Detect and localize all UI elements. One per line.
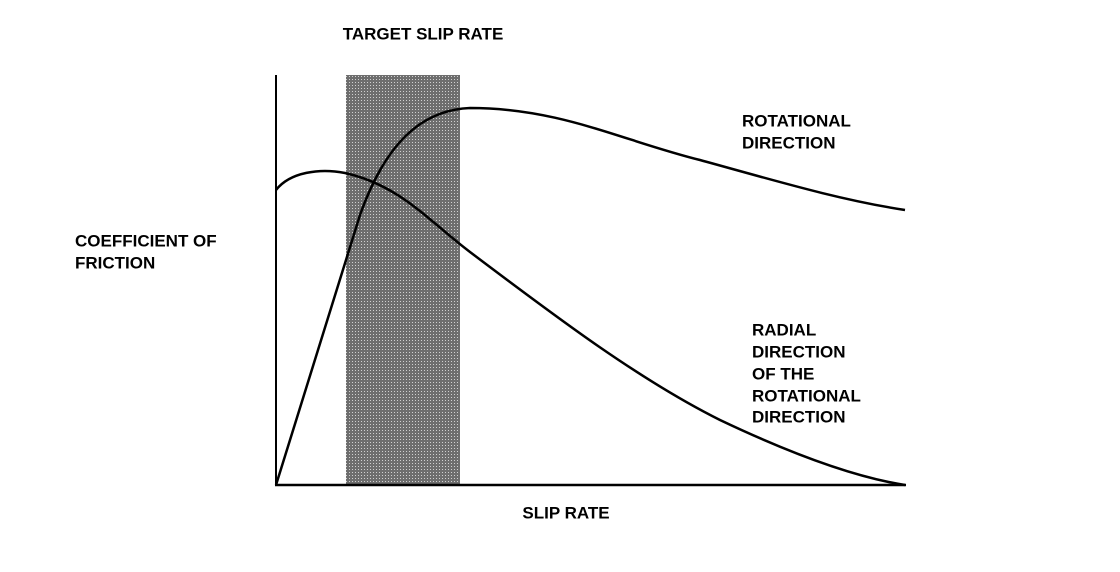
y-label: COEFFICIENT OF bbox=[75, 231, 217, 250]
x-label: SLIP RATE bbox=[522, 503, 609, 522]
title: TARGET SLIP RATE bbox=[343, 24, 504, 43]
curve-label: DIRECTION bbox=[752, 407, 846, 426]
target-band bbox=[346, 75, 460, 485]
curve-label: DIRECTION bbox=[742, 133, 836, 152]
curve-label: ROTATIONAL bbox=[752, 386, 861, 405]
curve-label: RADIAL bbox=[752, 320, 816, 339]
curve-label: ROTATIONAL bbox=[742, 111, 851, 130]
y-label: FRICTION bbox=[75, 253, 155, 272]
curve-label: DIRECTION bbox=[752, 342, 846, 361]
curve-label: OF THE bbox=[752, 364, 814, 383]
radial-curve bbox=[275, 169, 906, 487]
rotational-curve bbox=[274, 106, 906, 486]
